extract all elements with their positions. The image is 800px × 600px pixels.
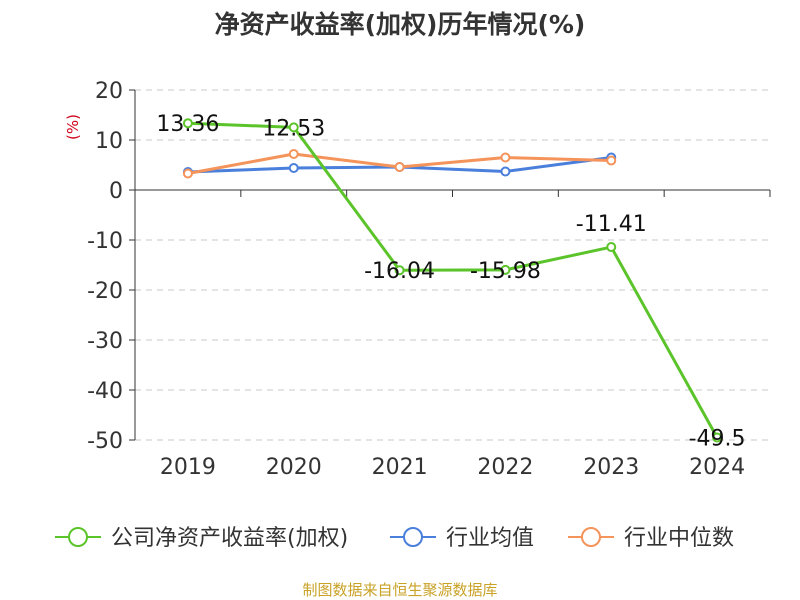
series-point-0 [500,264,511,275]
data-label: -49.5 [689,427,746,452]
data-label: 13.36 [156,112,219,137]
series-point-2 [394,162,405,172]
x-tick-label: 2020 [266,455,322,480]
series-point-1 [288,163,299,173]
series-point-0 [394,265,405,276]
legend-label: 公司净资产收益率(加权) [111,526,348,551]
data-labels: 13.36 12.53 -16.04 -15.98 -11.41 -49.5 [156,112,745,451]
series-point-0 [606,242,617,253]
legend-swatch-marker [403,527,423,547]
legend: 公司净资产收益率(加权) 行业均值 行业中位数 [55,526,734,551]
x-tick-label: 2019 [160,455,216,480]
series-point-0 [288,122,299,133]
y-tick-label: -10 [87,229,123,254]
series-point-0 [182,118,193,129]
legend-label: 行业中位数 [624,526,734,551]
y-tick-label: -30 [87,329,123,354]
series-point-2 [500,152,511,163]
series-lines [182,118,723,443]
gridlines [135,89,770,441]
y-tick-label: 20 [95,79,123,104]
x-tick-label: 2024 [689,455,745,480]
series-point-1 [500,166,511,177]
y-tick-label: 10 [95,129,123,154]
chart-title: 净资产收益率(加权)历年情况(%) [215,10,586,39]
x-tick-label: 2023 [583,455,639,480]
x-tick-label: 2021 [372,455,428,480]
series-point-2 [288,149,299,159]
series-point-0 [712,432,723,443]
data-label: -16.04 [364,259,435,284]
y-tick-label: 0 [109,179,123,204]
series-line-0 [187,121,719,439]
source-note: 制图数据来自恒生聚源数据库 [302,581,497,599]
data-label: -15.98 [470,259,541,284]
data-label: -11.41 [576,212,647,237]
y-tick-label: -40 [87,379,123,404]
y-tick-label: -20 [87,279,123,304]
series-point-2 [182,168,193,179]
x-tick-label: 2022 [477,455,533,480]
data-label: 12.53 [262,116,325,141]
y-axis-unit-label: (%) [64,114,82,140]
legend-swatch-marker [68,527,88,547]
series-point-2 [606,155,617,166]
legend-swatch-marker [581,527,601,547]
legend-label: 行业均值 [446,526,534,551]
axes: 20 10 0 -10 -20 -30 -40 -50 2019 2020 2021 2022 2023… [87,79,771,480]
y-tick-label: -50 [87,429,123,454]
